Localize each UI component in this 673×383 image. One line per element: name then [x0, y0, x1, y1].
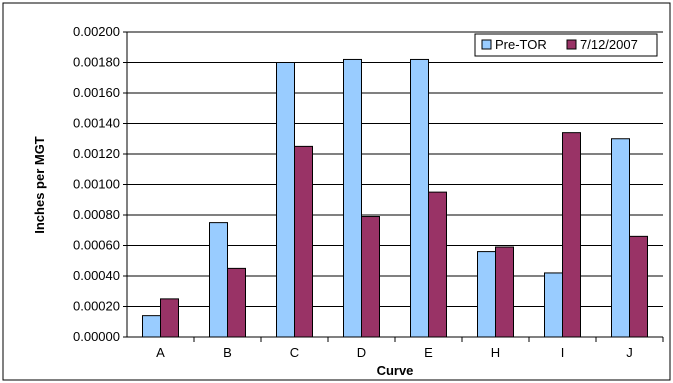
bar-pre-tor-c: [276, 62, 295, 338]
bar-7-12-2007-h: [495, 246, 514, 338]
legend-swatch-7-12-2007: [566, 39, 577, 50]
bar-7-12-2007-d: [361, 216, 380, 338]
y-tick-label: 0.00080: [73, 207, 120, 222]
x-tick-label: I: [561, 345, 565, 360]
bar-pre-tor-a: [142, 315, 161, 338]
x-tick-label: J: [626, 345, 633, 360]
legend-label-pre-tor: Pre-TOR: [495, 37, 547, 52]
bar-pre-tor-e: [410, 58, 429, 338]
y-tick-label: 0.00020: [73, 299, 120, 314]
bar-7-12-2007-j: [629, 235, 648, 338]
legend-swatch-pre-tor: [481, 39, 492, 50]
y-tick-label: 0.00060: [73, 238, 120, 253]
x-tick-label: C: [290, 345, 299, 360]
x-tick-label: H: [491, 345, 500, 360]
bar-7-12-2007-c: [294, 145, 313, 338]
legend-label-7-12-2007: 7/12/2007: [580, 37, 638, 52]
y-tick-label: 0.00160: [73, 85, 120, 100]
y-tick-label: 0.00040: [73, 268, 120, 283]
bar-7-12-2007-b: [227, 267, 246, 338]
bar-7-12-2007-e: [428, 191, 447, 338]
axes: [123, 31, 664, 342]
y-tick-label: 0.00120: [73, 146, 120, 161]
legend: Pre-TOR 7/12/2007: [474, 33, 658, 57]
x-tick-label: E: [424, 345, 433, 360]
bar-pre-tor-h: [477, 251, 496, 338]
bar-7-12-2007-i: [562, 132, 581, 338]
x-axis-title: Curve: [377, 363, 414, 378]
bar-pre-tor-i: [544, 272, 563, 338]
legend-box: [474, 33, 658, 57]
y-axis-title: Inches per MGT: [32, 136, 47, 234]
bar-7-12-2007-a: [160, 298, 179, 338]
bars: [142, 58, 648, 338]
bar-pre-tor-j: [611, 138, 630, 338]
x-tick-label: A: [156, 345, 165, 360]
y-tick-label: 0.00000: [73, 329, 120, 344]
bar-pre-tor-d: [343, 58, 362, 338]
y-tick-label: 0.00100: [73, 177, 120, 192]
x-tick-label: B: [223, 345, 232, 360]
y-tick-label: 0.00140: [73, 116, 120, 131]
y-tick-labels: 0.00000 0.00020 0.00040 0.00060 0.00080 0.001…: [73, 24, 120, 344]
y-tick-label: 0.00180: [73, 55, 120, 70]
bar-pre-tor-b: [209, 222, 228, 338]
y-tick-label: 0.00200: [73, 24, 120, 39]
x-tick-label: D: [357, 345, 366, 360]
